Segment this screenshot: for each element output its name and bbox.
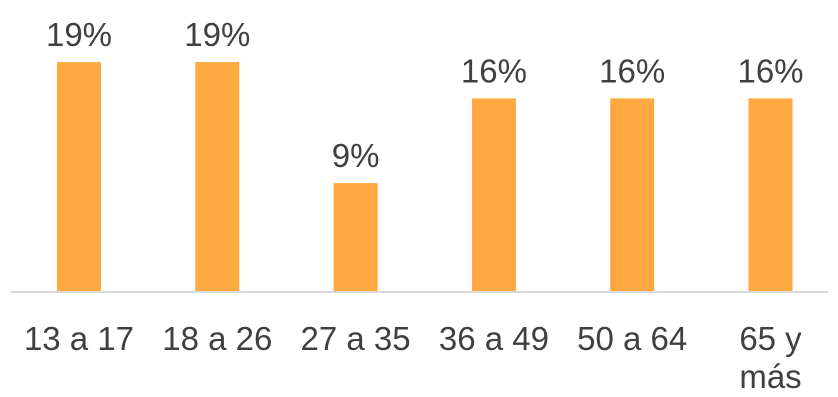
bar-3 bbox=[333, 183, 378, 292]
data-labels-group: 19% 19% 9% 16% 16% 16% bbox=[46, 16, 804, 174]
data-label-4: 16% bbox=[461, 52, 527, 89]
category-label-2: 18 a 26 bbox=[162, 320, 272, 357]
bar-5 bbox=[610, 98, 655, 293]
bar-1 bbox=[57, 62, 101, 292]
category-label-5: 50 a 64 bbox=[577, 320, 687, 357]
bar-4 bbox=[471, 98, 516, 293]
category-label-1: 13 a 17 bbox=[24, 320, 134, 357]
bars-group bbox=[57, 62, 793, 293]
category-label-line: 50 a 64 bbox=[577, 320, 687, 357]
data-label-2: 19% bbox=[184, 16, 250, 53]
category-label-4: 36 a 49 bbox=[439, 320, 549, 357]
category-label-line: 27 a 35 bbox=[301, 320, 411, 357]
category-label-line: más bbox=[739, 358, 801, 395]
category-label-line: 18 a 26 bbox=[162, 320, 272, 357]
category-label-line: 65 y bbox=[739, 320, 802, 357]
category-label-3: 27 a 35 bbox=[301, 320, 411, 357]
bar-2 bbox=[195, 62, 240, 292]
data-label-3: 9% bbox=[332, 137, 380, 174]
bar-6 bbox=[748, 98, 793, 293]
category-label-line: 36 a 49 bbox=[439, 320, 549, 357]
data-label-5: 16% bbox=[599, 52, 665, 89]
category-label-line: 13 a 17 bbox=[24, 320, 134, 357]
category-label-6: 65 y más bbox=[739, 320, 802, 395]
data-label-6: 16% bbox=[737, 52, 803, 89]
data-label-1: 19% bbox=[46, 16, 112, 53]
